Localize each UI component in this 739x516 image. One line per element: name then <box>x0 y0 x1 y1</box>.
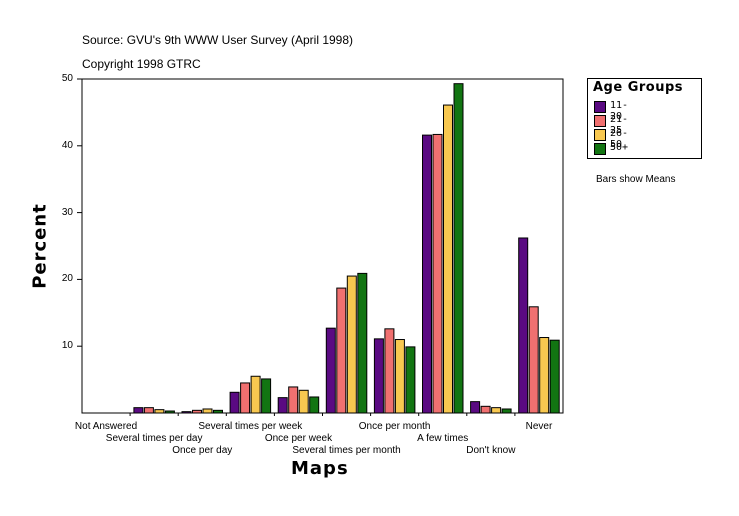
x-category-label: A few times <box>417 433 469 444</box>
bars-note: Bars show Means <box>596 174 676 185</box>
y-tick-label: 40 <box>61 139 73 151</box>
y-tick-label: 20 <box>61 273 73 285</box>
x-category-label: Several times per day <box>105 433 203 444</box>
bar-26-50 <box>394 339 405 414</box>
legend-label: 11-20 <box>610 100 629 122</box>
bar-26-50 <box>539 337 550 414</box>
bar-26-50 <box>491 407 502 414</box>
legend-title: Age Groups <box>593 80 684 95</box>
bar-11-20 <box>518 237 529 414</box>
bar-21-25 <box>288 386 299 414</box>
bar-21-25 <box>336 287 347 414</box>
bar-50+ <box>357 272 368 414</box>
source-line: Source: GVU's 9th WWW User Survey (April… <box>82 33 354 47</box>
bar-50+ <box>501 408 512 414</box>
x-category-label: Don't know <box>466 445 516 456</box>
bar-26-50 <box>346 275 357 414</box>
bar-21-25 <box>528 306 539 414</box>
bar-26-50 <box>202 408 213 414</box>
bar-50+ <box>453 83 464 414</box>
x-axis-title: Maps <box>291 458 349 479</box>
x-category-label: Several times per month <box>292 445 401 456</box>
legend-swatch <box>594 143 606 155</box>
bar-11-20 <box>470 401 481 414</box>
bar-50+ <box>164 410 175 414</box>
bar-11-20 <box>277 397 288 414</box>
bar-26-50 <box>443 104 453 414</box>
y-tick-label: 10 <box>61 340 73 352</box>
legend-swatch <box>594 115 606 127</box>
x-category-label: Once per day <box>172 445 233 456</box>
bar-11-20 <box>373 338 384 414</box>
bar-50+ <box>261 378 272 414</box>
y-tick-label: 30 <box>61 206 73 218</box>
bar-21-25 <box>192 409 202 414</box>
bar-21-25 <box>432 133 443 414</box>
bar-21-25 <box>143 407 154 414</box>
legend-label: 50+ <box>610 142 629 153</box>
legend-label: 26-50 <box>610 128 629 150</box>
bar-26-50 <box>298 389 309 414</box>
bar-50+ <box>309 396 320 414</box>
bar-50+ <box>549 339 560 414</box>
x-category-label: Not Answered <box>74 421 138 432</box>
bar-50+ <box>213 409 223 414</box>
bar-21-25 <box>480 405 491 414</box>
bar-21-25 <box>384 328 395 414</box>
x-category-label: Once per month <box>358 421 431 432</box>
bar-11-20 <box>325 327 336 414</box>
legend-label: 21-25 <box>610 114 629 136</box>
plot-frame <box>81 78 564 414</box>
bar-11-20 <box>133 407 144 414</box>
bar-11-20 <box>229 391 240 414</box>
legend-swatch <box>594 101 606 113</box>
bar-50+ <box>405 346 416 414</box>
bar-26-50 <box>154 409 165 414</box>
x-category-label: Several times per week <box>198 421 303 432</box>
copyright-line: Copyright 1998 GTRC <box>82 57 201 71</box>
bar-11-20 <box>422 134 432 414</box>
bar-21-25 <box>240 382 251 414</box>
bar-26-50 <box>250 375 261 414</box>
x-category-label: Never <box>525 421 553 432</box>
x-category-label: Once per week <box>264 433 333 444</box>
y-tick-label: 50 <box>61 73 73 84</box>
bar-11-20 <box>181 411 192 414</box>
legend: Age Groups 11-20 21-25 26-50 50+ <box>587 78 702 159</box>
legend-swatch <box>594 129 606 141</box>
